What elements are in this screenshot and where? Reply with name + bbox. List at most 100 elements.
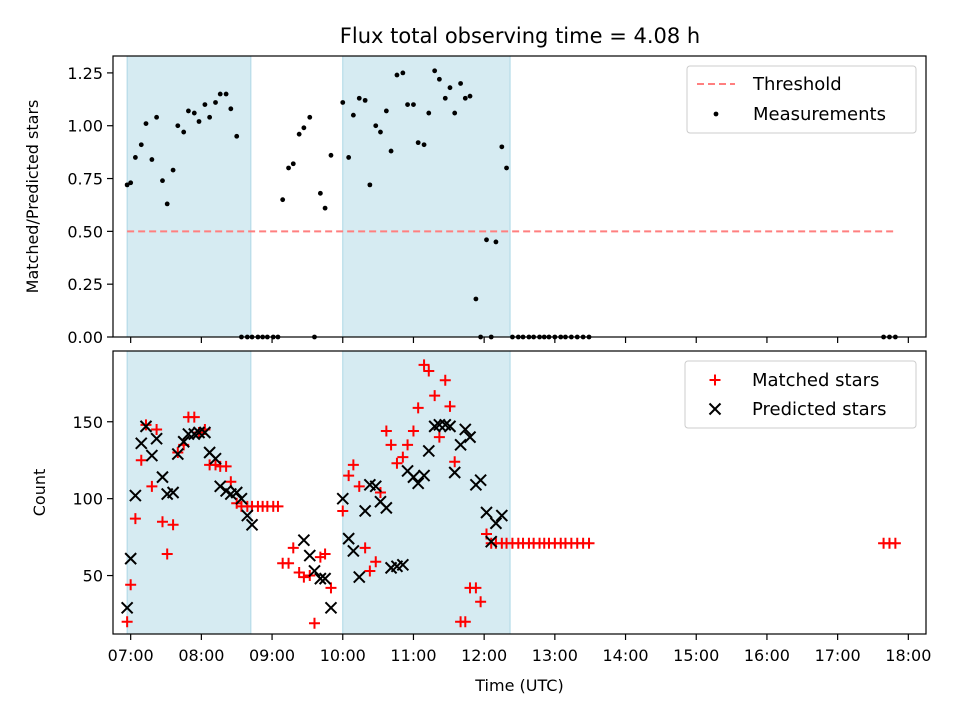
data-point bbox=[343, 470, 355, 482]
data-point bbox=[474, 473, 487, 487]
data-point bbox=[473, 296, 479, 302]
data-point bbox=[188, 411, 200, 423]
data-point bbox=[235, 492, 248, 505]
data-point bbox=[407, 470, 420, 484]
data-point bbox=[314, 572, 327, 585]
data-point bbox=[350, 112, 356, 118]
data-point bbox=[171, 447, 185, 461]
data-point bbox=[475, 596, 487, 608]
data-point bbox=[223, 91, 229, 97]
x-tick-label: 18:00 bbox=[885, 646, 931, 665]
data-point bbox=[272, 500, 284, 512]
x-tick-label: 07:00 bbox=[108, 646, 154, 665]
data-point bbox=[213, 100, 218, 105]
legend-predicted-swatch bbox=[708, 402, 722, 416]
data-point bbox=[485, 535, 498, 548]
data-point bbox=[234, 133, 240, 139]
data-point bbox=[433, 418, 446, 432]
data-point bbox=[128, 180, 134, 186]
data-point bbox=[161, 548, 173, 560]
data-point bbox=[283, 557, 295, 569]
top-panel: 0.00 0.25 0.50 0.75 1.00 1.25 Matched/Predicte… bbox=[23, 55, 927, 347]
shaded-interval-1 bbox=[342, 55, 511, 338]
data-point bbox=[308, 564, 321, 578]
data-point bbox=[400, 70, 406, 76]
data-point bbox=[318, 572, 332, 585]
data-point bbox=[124, 552, 137, 565]
x-tick-label: 16:00 bbox=[744, 646, 790, 665]
data-point bbox=[369, 480, 382, 493]
data-point bbox=[150, 432, 163, 445]
x-tick-label: 14:00 bbox=[602, 646, 648, 665]
data-point bbox=[391, 457, 403, 469]
data-point bbox=[245, 518, 259, 532]
data-point bbox=[374, 487, 386, 498]
data-point bbox=[307, 114, 313, 120]
data-point bbox=[322, 205, 328, 211]
data-point bbox=[362, 97, 368, 103]
data-point bbox=[429, 390, 441, 402]
y-tick-label: 150 bbox=[72, 413, 103, 432]
data-point bbox=[411, 102, 416, 107]
data-point bbox=[422, 444, 435, 458]
y-tick-label: 50 bbox=[83, 567, 103, 586]
x-tick-label: 10:00 bbox=[320, 646, 366, 665]
legend-predicted-label: Predicted stars bbox=[752, 399, 886, 420]
data-point bbox=[458, 81, 463, 86]
data-point bbox=[439, 374, 451, 386]
data-point bbox=[383, 108, 389, 114]
legend: Matched stars Predicted stars bbox=[684, 360, 917, 429]
series-predicted-stars bbox=[120, 418, 509, 615]
y-tick-label: 1.00 bbox=[67, 117, 103, 136]
data-point bbox=[411, 477, 425, 490]
x-tick-label: 08:00 bbox=[178, 646, 224, 665]
data-point bbox=[220, 460, 232, 472]
data-point bbox=[370, 556, 382, 568]
data-point bbox=[889, 537, 901, 549]
data-point bbox=[459, 423, 472, 436]
data-point bbox=[135, 454, 147, 466]
data-point bbox=[182, 427, 195, 441]
data-point bbox=[175, 123, 181, 129]
y-axis-label: Count bbox=[30, 469, 49, 517]
data-point bbox=[172, 447, 184, 459]
data-point bbox=[286, 165, 291, 171]
data-point bbox=[448, 466, 461, 479]
legend: Threshold Measurements bbox=[686, 65, 917, 134]
data-point bbox=[499, 144, 505, 150]
data-point bbox=[151, 423, 163, 435]
data-point bbox=[388, 148, 394, 154]
data-point bbox=[129, 489, 142, 502]
data-point bbox=[181, 129, 187, 135]
data-point bbox=[325, 582, 337, 594]
data-point bbox=[290, 161, 296, 167]
data-point bbox=[433, 431, 445, 443]
legend-measurements-swatch bbox=[713, 111, 719, 117]
data-point bbox=[367, 182, 373, 188]
data-point bbox=[443, 420, 457, 433]
data-point bbox=[167, 519, 179, 531]
data-point bbox=[452, 110, 458, 116]
x-axis-label: Time (UTC) bbox=[474, 676, 563, 695]
data-point bbox=[418, 359, 430, 371]
shaded-interval-0 bbox=[126, 55, 252, 338]
data-point bbox=[125, 579, 137, 591]
data-point bbox=[337, 505, 349, 517]
data-point bbox=[378, 129, 383, 135]
data-point bbox=[177, 435, 190, 448]
data-point bbox=[298, 571, 310, 583]
data-point bbox=[394, 72, 400, 78]
y-tick-label: 0.50 bbox=[67, 222, 103, 241]
data-point bbox=[480, 506, 493, 519]
plot-frame bbox=[112, 350, 927, 635]
data-point bbox=[317, 190, 323, 196]
data-point bbox=[462, 95, 468, 101]
data-point bbox=[353, 570, 366, 584]
data-point bbox=[217, 91, 223, 97]
data-point bbox=[139, 420, 153, 433]
data-point bbox=[140, 419, 152, 431]
data-point bbox=[132, 155, 138, 160]
x-tick-label: 13:00 bbox=[532, 646, 578, 665]
data-point bbox=[359, 542, 371, 554]
